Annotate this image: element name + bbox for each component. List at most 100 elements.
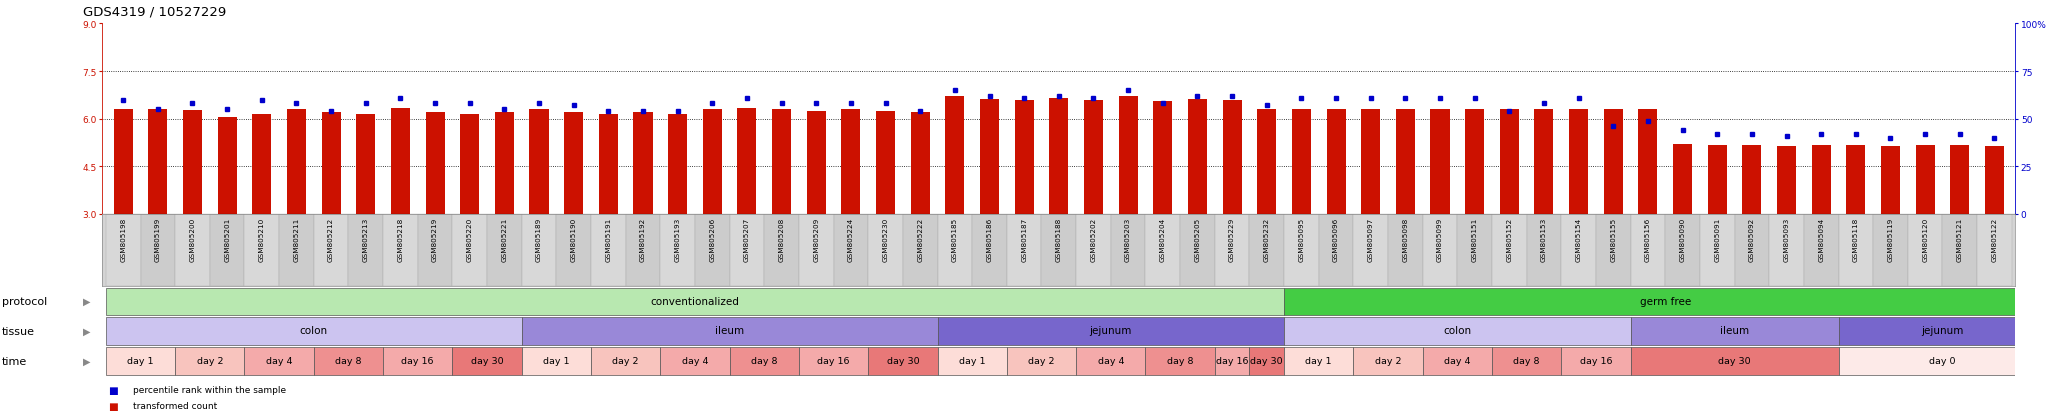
Bar [1389,214,1423,287]
Bar [106,318,522,345]
Bar [1915,145,1935,214]
Text: GSM805207: GSM805207 [743,217,750,261]
Text: GSM805119: GSM805119 [1888,217,1894,261]
Bar [383,347,453,375]
Text: GSM805152: GSM805152 [1505,217,1511,261]
Text: ■: ■ [109,385,119,395]
Bar [1145,214,1180,287]
Bar [1354,214,1389,287]
Text: GSM805192: GSM805192 [639,217,645,261]
Text: GSM805096: GSM805096 [1333,217,1339,261]
Bar [1743,145,1761,214]
Bar [356,114,375,214]
Text: ▶: ▶ [82,297,90,306]
Bar [1118,97,1137,214]
Text: GSM805218: GSM805218 [397,217,403,261]
Text: day 30: day 30 [471,356,504,365]
Text: GSM805156: GSM805156 [1645,217,1651,261]
Bar [1569,110,1587,214]
Bar [598,114,618,214]
Bar [141,214,176,287]
Bar [487,214,522,287]
Text: GSM805210: GSM805210 [258,217,264,261]
Bar [659,347,729,375]
Bar [1284,214,1319,287]
Bar [1847,145,1866,214]
Bar [868,214,903,287]
Text: GSM805091: GSM805091 [1714,217,1720,261]
Text: GSM805092: GSM805092 [1749,217,1755,261]
Text: GSM805189: GSM805189 [537,217,543,261]
Bar [209,214,244,287]
Text: day 30: day 30 [1251,356,1282,365]
Bar [1327,110,1346,214]
Text: GSM805153: GSM805153 [1540,217,1546,261]
Bar [946,97,965,214]
Text: GSM805224: GSM805224 [848,217,854,261]
Text: GSM805230: GSM805230 [883,217,889,261]
Bar [772,110,791,214]
Bar [938,214,973,287]
Text: day 8: day 8 [1167,356,1194,365]
Bar [322,112,340,214]
Bar [1354,347,1423,375]
Text: GSM805232: GSM805232 [1264,217,1270,261]
Text: GSM805090: GSM805090 [1679,217,1686,261]
Bar [563,113,584,214]
Text: GSM805154: GSM805154 [1575,217,1581,261]
Text: GSM805155: GSM805155 [1610,217,1616,261]
Bar [1942,214,1976,287]
Bar [903,214,938,287]
Text: ileum: ileum [715,325,743,336]
Bar [659,214,694,287]
Bar [1769,214,1804,287]
Text: day 4: day 4 [1098,356,1124,365]
Text: day 1: day 1 [127,356,154,365]
Text: ▶: ▶ [82,326,90,336]
Text: GSM805202: GSM805202 [1090,217,1096,261]
Bar [911,113,930,214]
Bar [106,214,141,287]
Bar [1188,100,1206,214]
Bar [1180,214,1214,287]
Text: day 16: day 16 [1217,356,1249,365]
Bar [1284,347,1354,375]
Bar [1561,214,1595,287]
Text: GSM805198: GSM805198 [121,217,127,261]
Text: GDS4319 / 10527229: GDS4319 / 10527229 [84,6,227,19]
Bar [313,214,348,287]
Bar [176,214,209,287]
Text: day 1: day 1 [1305,356,1331,365]
Text: GSM805200: GSM805200 [190,217,195,261]
Bar [113,110,133,214]
Bar [1423,214,1458,287]
Bar [729,347,799,375]
Text: day 8: day 8 [1513,356,1540,365]
Bar [1778,146,1796,214]
Text: GSM805212: GSM805212 [328,217,334,261]
Bar [1493,214,1526,287]
Bar [1839,318,2046,345]
Bar [1008,347,1075,375]
Bar [973,214,1008,287]
Text: jejunum: jejunum [1921,325,1964,336]
Text: day 8: day 8 [336,356,362,365]
Bar [1526,214,1561,287]
Bar [1430,110,1450,214]
Text: day 2: day 2 [612,356,639,365]
Bar [1362,110,1380,214]
Bar [1839,347,2046,375]
Text: GSM805190: GSM805190 [571,217,578,261]
Bar [1075,347,1145,375]
Text: GSM805219: GSM805219 [432,217,438,261]
Text: GSM805206: GSM805206 [709,217,715,261]
Bar [1812,145,1831,214]
Bar [182,111,203,214]
Bar [313,347,383,375]
Text: colon: colon [299,325,328,336]
Text: GSM805191: GSM805191 [606,217,612,261]
Text: GSM805122: GSM805122 [1991,217,1997,261]
Bar [1493,347,1561,375]
Text: conventionalized: conventionalized [651,296,739,306]
Text: GSM805186: GSM805186 [987,217,993,261]
